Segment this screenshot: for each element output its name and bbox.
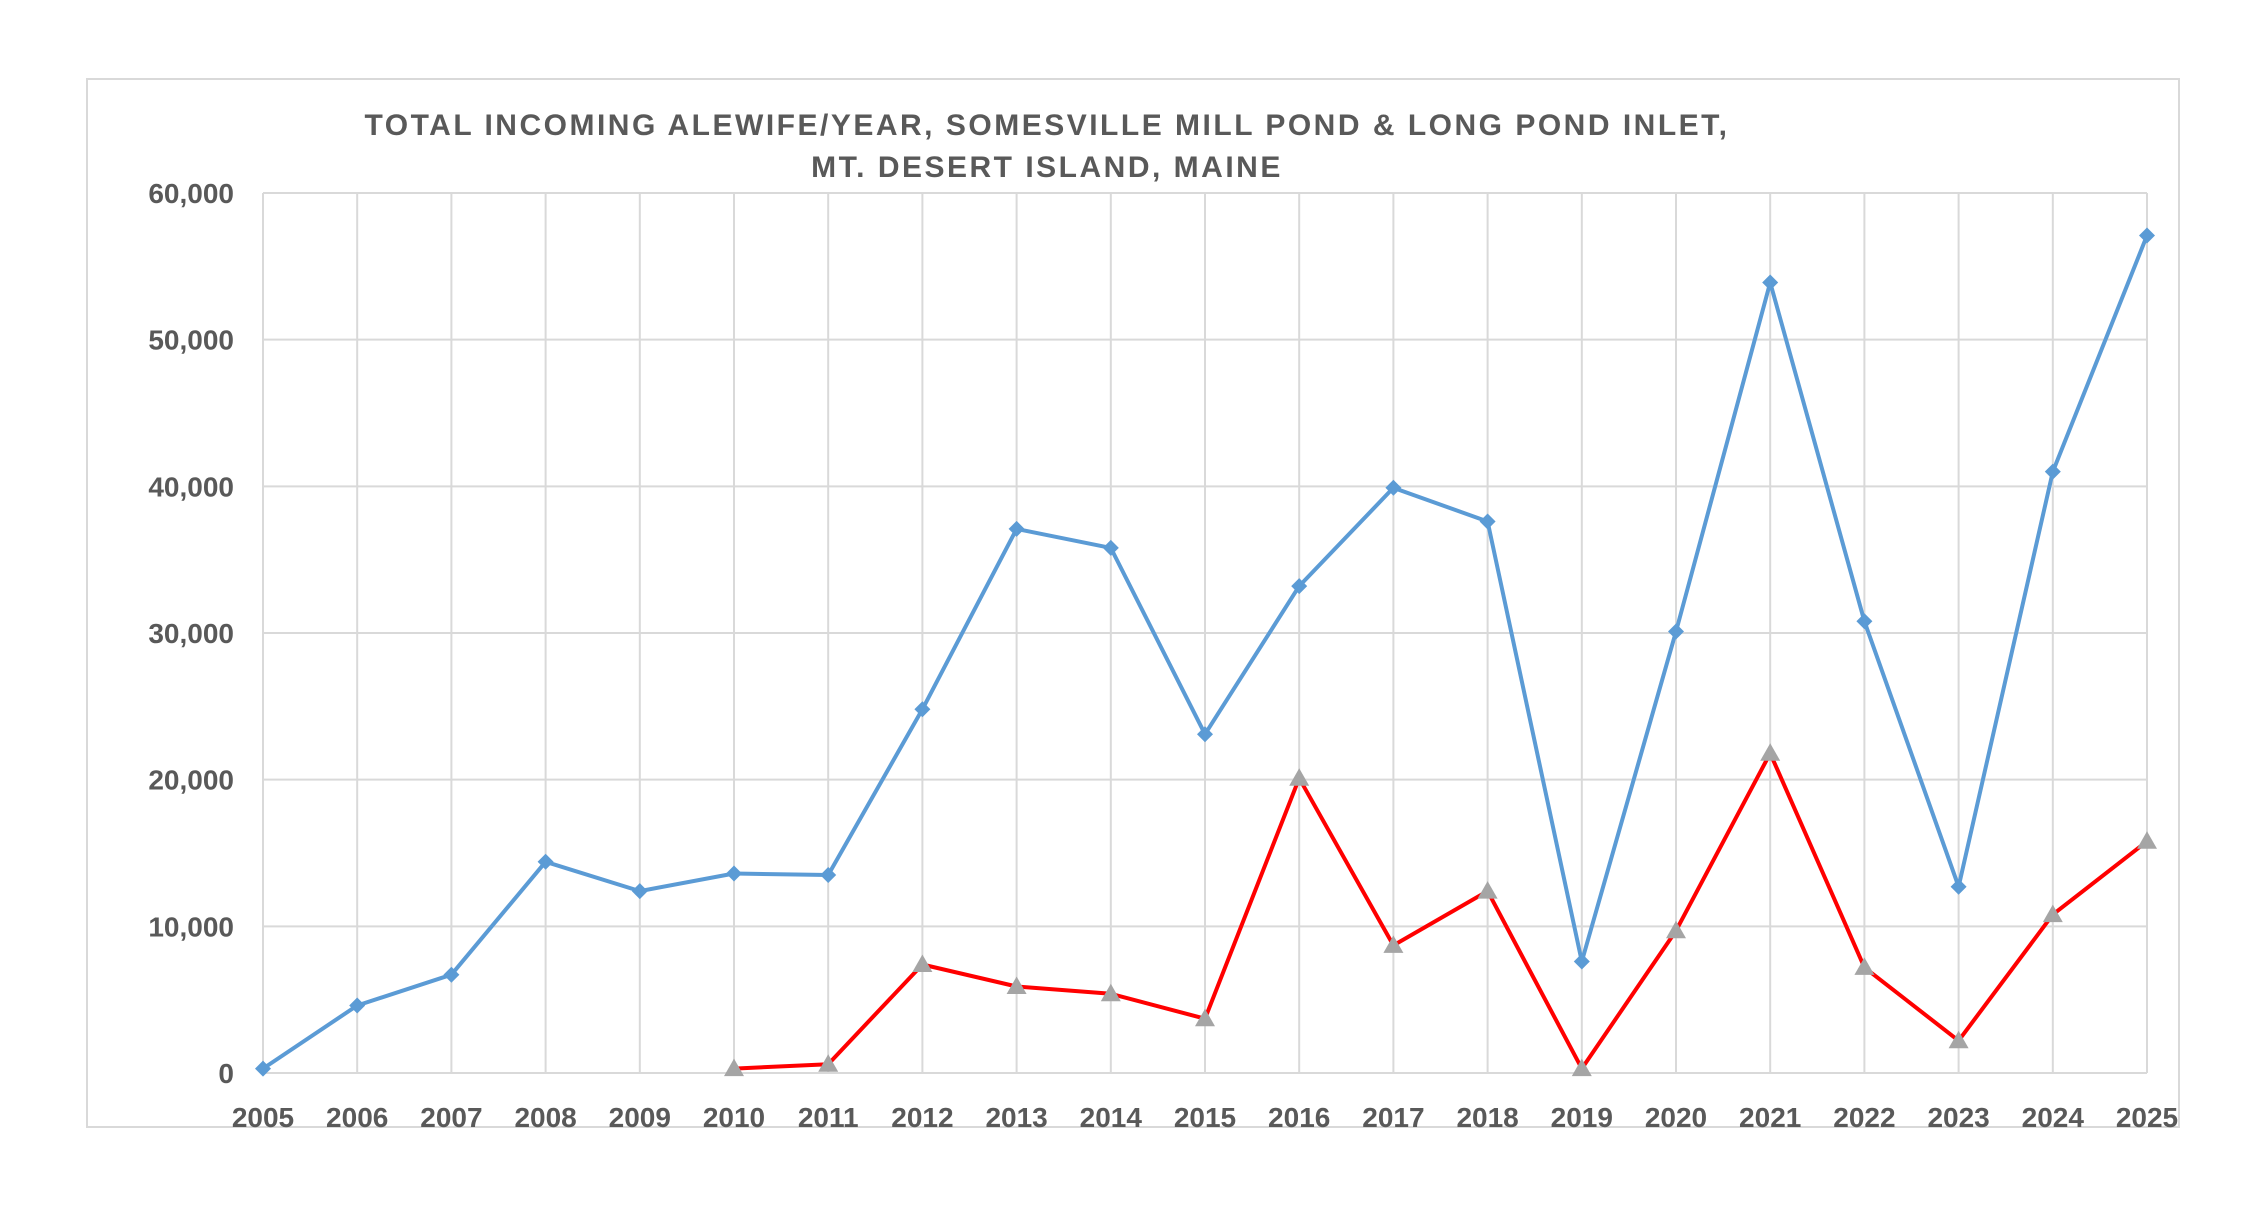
x-tick-label: 2013 <box>985 1102 1047 1133</box>
data-point-triangle <box>1666 920 1686 939</box>
y-axis: 0 10,000 20,000 30,000 40,000 50,000 60,000 <box>148 178 234 1089</box>
data-point-diamond <box>255 1060 271 1077</box>
x-tick-label: 2012 <box>891 1102 953 1133</box>
x-tick-label: 2005 <box>232 1102 294 1133</box>
data-point-diamond <box>1668 623 1684 640</box>
x-tick-label: 2007 <box>420 1102 482 1133</box>
data-point-triangle <box>1571 1058 1592 1077</box>
chart-title-line-1: TOTAL INCOMING ALEWIFE/YEAR, SOMESVILLE … <box>364 109 1729 142</box>
data-point-triangle <box>724 1058 744 1077</box>
data-point-diamond <box>631 883 648 900</box>
y-tick-label: 60,000 <box>148 178 234 209</box>
x-tick-label: 2019 <box>1551 1102 1613 1133</box>
data-point-diamond <box>443 966 460 983</box>
x-tick-label: 2008 <box>514 1102 576 1133</box>
data-point-diamond <box>1197 726 1213 743</box>
data-point-diamond <box>1573 953 1590 970</box>
data-point-diamond <box>1950 878 1967 895</box>
series-line <box>732 751 2149 1071</box>
data-point-triangle <box>1948 1030 1969 1049</box>
data-point-triangle <box>1006 976 1027 994</box>
data-point-diamond <box>1291 578 1308 595</box>
data-point-diamond <box>1479 513 1496 530</box>
data-point-triangle <box>912 954 933 972</box>
data-point-triangle <box>2042 904 2063 923</box>
data-point-triangle <box>1100 983 1121 1002</box>
y-tick-label: 10,000 <box>148 911 234 942</box>
series-1 <box>255 227 2155 1077</box>
chart-title: TOTAL INCOMING ALEWIFE/YEAR, SOMESVILLE … <box>364 109 1729 184</box>
series-2 <box>724 743 2157 1077</box>
x-tick-label: 2011 <box>798 1102 859 1133</box>
y-tick-label: 40,000 <box>148 471 234 502</box>
data-point-diamond <box>2044 463 2061 480</box>
data-point-diamond <box>1762 274 1779 291</box>
data-point-diamond <box>914 701 931 718</box>
y-tick-label: 30,000 <box>148 618 234 649</box>
x-tick-label: 2022 <box>1833 1102 1895 1133</box>
data-point-triangle <box>1195 1008 1215 1027</box>
x-tick-label: 2025 <box>2116 1102 2178 1133</box>
data-point-triangle <box>1854 957 1875 975</box>
y-tick-label: 0 <box>218 1058 234 1089</box>
chart-title-line-2: MT. DESERT ISLAND, MAINE <box>811 151 1283 184</box>
x-tick-label: 2014 <box>1080 1102 1143 1133</box>
x-tick-label: 2023 <box>1927 1102 1989 1133</box>
data-point-diamond <box>349 997 366 1014</box>
data-point-diamond <box>1856 613 1873 630</box>
x-tick-label: 2017 <box>1362 1102 1424 1133</box>
data-point-diamond <box>1102 539 1119 556</box>
x-tick-label: 2024 <box>2022 1102 2085 1133</box>
x-tick-label: 2015 <box>1174 1102 1236 1133</box>
data-point-triangle <box>1383 935 1404 953</box>
x-tick-label: 2016 <box>1268 1102 1330 1133</box>
data-point-triangle <box>1289 768 1310 786</box>
y-tick-label: 50,000 <box>148 325 234 356</box>
chart-area <box>86 78 2180 1128</box>
gridlines <box>262 192 2148 1074</box>
data-point-triangle <box>818 1054 839 1072</box>
data-point-diamond <box>1008 520 1025 537</box>
series-lines <box>255 227 2157 1077</box>
x-tick-label: 2018 <box>1456 1102 1518 1133</box>
data-point-diamond <box>2139 227 2155 244</box>
y-tick-label: 20,000 <box>148 765 234 796</box>
x-tick-label: 2021 <box>1739 1102 1801 1133</box>
x-tick-label: 2010 <box>703 1102 765 1133</box>
data-point-diamond <box>537 853 554 870</box>
x-tick-label: 2006 <box>326 1102 388 1133</box>
x-tick-label: 2020 <box>1645 1102 1707 1133</box>
x-tick-label: 2009 <box>609 1102 671 1133</box>
data-point-diamond <box>1385 479 1402 496</box>
data-point-diamond <box>726 865 742 882</box>
data-point-triangle <box>1477 881 1498 899</box>
data-point-diamond <box>820 867 837 883</box>
data-point-triangle <box>1760 743 1781 761</box>
x-axis: 2005 2006 2007 2008 2009 2010 2011 2012 2013 2014… <box>232 1102 2178 1133</box>
data-point-triangle <box>2137 831 2157 849</box>
